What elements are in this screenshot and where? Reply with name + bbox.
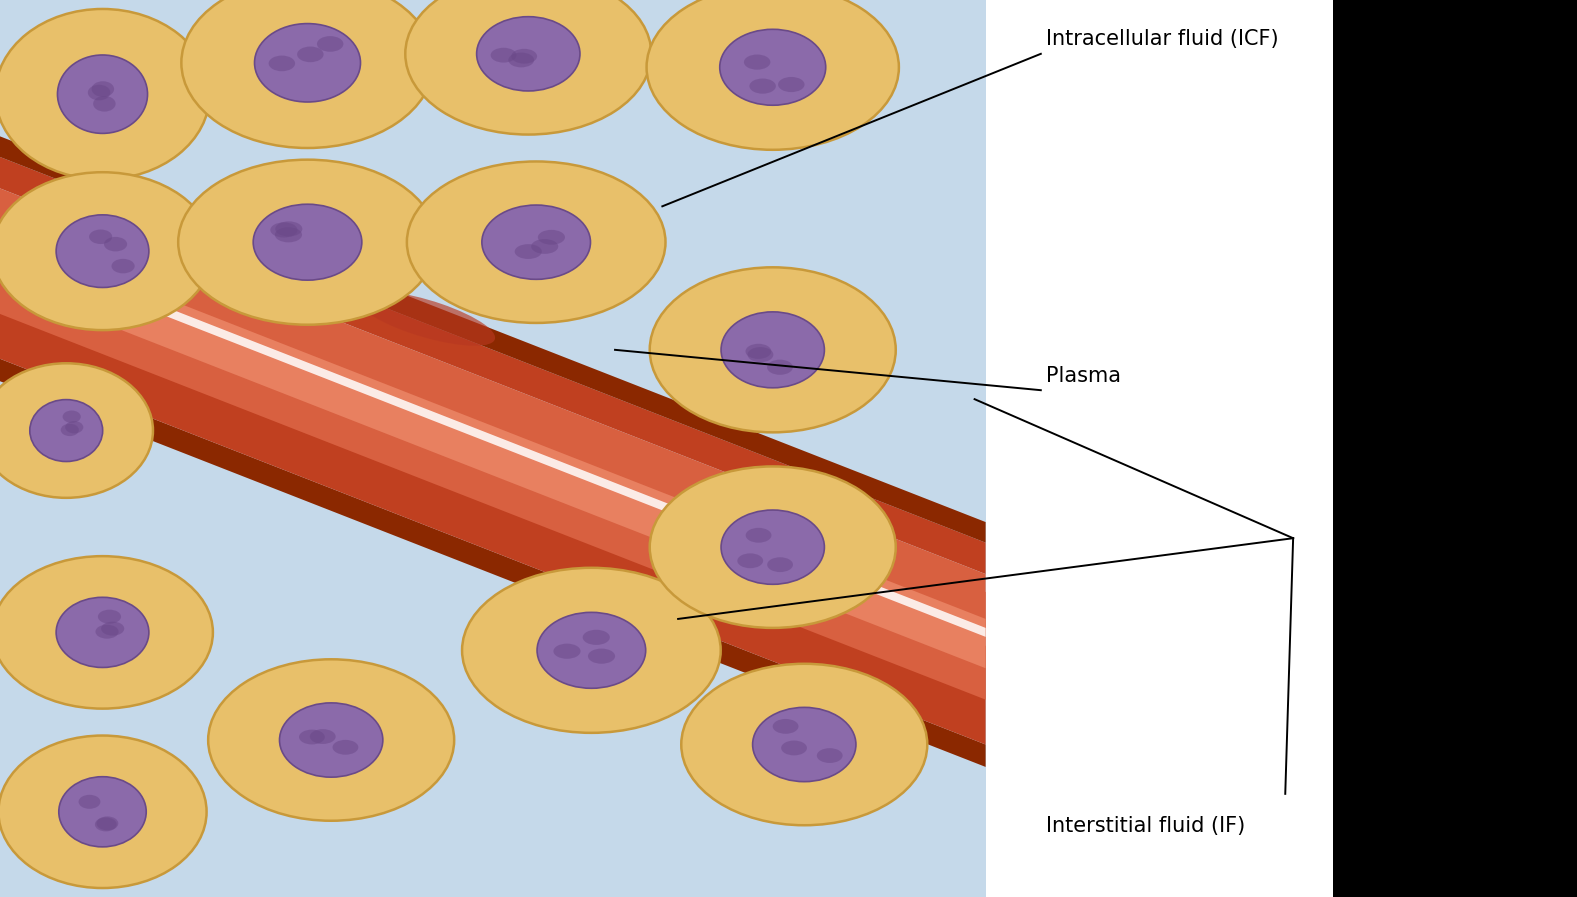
Ellipse shape bbox=[88, 84, 110, 100]
Ellipse shape bbox=[95, 817, 117, 832]
Polygon shape bbox=[0, 188, 986, 628]
Ellipse shape bbox=[181, 0, 434, 148]
Ellipse shape bbox=[681, 664, 927, 825]
Polygon shape bbox=[0, 136, 986, 543]
Ellipse shape bbox=[721, 312, 825, 388]
Ellipse shape bbox=[91, 82, 114, 97]
Ellipse shape bbox=[254, 23, 361, 102]
Polygon shape bbox=[0, 260, 986, 745]
Ellipse shape bbox=[531, 239, 558, 254]
Ellipse shape bbox=[483, 205, 590, 279]
Ellipse shape bbox=[300, 729, 325, 745]
Ellipse shape bbox=[98, 610, 121, 623]
Ellipse shape bbox=[746, 527, 771, 543]
Ellipse shape bbox=[746, 344, 771, 359]
Polygon shape bbox=[0, 206, 986, 700]
Ellipse shape bbox=[538, 613, 645, 688]
Ellipse shape bbox=[588, 649, 615, 664]
Ellipse shape bbox=[93, 96, 115, 111]
Polygon shape bbox=[0, 233, 986, 668]
Ellipse shape bbox=[647, 0, 899, 150]
Ellipse shape bbox=[738, 553, 763, 568]
Ellipse shape bbox=[0, 172, 213, 330]
Ellipse shape bbox=[650, 267, 896, 432]
Ellipse shape bbox=[407, 161, 665, 323]
Ellipse shape bbox=[554, 644, 580, 658]
Ellipse shape bbox=[766, 360, 793, 375]
Ellipse shape bbox=[721, 510, 825, 584]
Ellipse shape bbox=[0, 556, 213, 709]
Ellipse shape bbox=[514, 244, 542, 259]
Ellipse shape bbox=[0, 736, 207, 888]
Ellipse shape bbox=[112, 259, 134, 274]
Ellipse shape bbox=[719, 30, 826, 105]
Ellipse shape bbox=[749, 79, 776, 93]
Bar bbox=[0, 0, 986, 897]
Ellipse shape bbox=[747, 347, 773, 362]
Ellipse shape bbox=[65, 421, 84, 433]
Bar bbox=[1333, 0, 1577, 897]
Ellipse shape bbox=[279, 703, 383, 777]
Ellipse shape bbox=[254, 205, 361, 280]
Ellipse shape bbox=[650, 466, 896, 628]
Ellipse shape bbox=[476, 17, 580, 91]
Ellipse shape bbox=[58, 777, 147, 847]
Ellipse shape bbox=[101, 622, 125, 636]
Ellipse shape bbox=[208, 659, 454, 821]
Ellipse shape bbox=[57, 55, 148, 134]
Ellipse shape bbox=[104, 237, 128, 251]
Ellipse shape bbox=[88, 230, 112, 244]
Ellipse shape bbox=[511, 48, 538, 64]
Ellipse shape bbox=[744, 55, 771, 70]
Ellipse shape bbox=[79, 795, 101, 809]
Ellipse shape bbox=[462, 568, 721, 733]
Ellipse shape bbox=[508, 53, 535, 67]
Ellipse shape bbox=[0, 363, 153, 498]
Ellipse shape bbox=[57, 597, 148, 667]
Bar bbox=[986, 0, 1333, 897]
Ellipse shape bbox=[817, 748, 842, 763]
Ellipse shape bbox=[270, 222, 298, 238]
Ellipse shape bbox=[766, 557, 793, 572]
Polygon shape bbox=[0, 157, 986, 574]
Ellipse shape bbox=[30, 400, 103, 462]
Ellipse shape bbox=[96, 816, 118, 831]
Ellipse shape bbox=[752, 708, 856, 781]
Ellipse shape bbox=[309, 729, 336, 744]
Ellipse shape bbox=[582, 630, 610, 645]
Ellipse shape bbox=[296, 47, 323, 62]
Ellipse shape bbox=[777, 77, 804, 92]
Ellipse shape bbox=[60, 423, 79, 436]
Ellipse shape bbox=[274, 227, 303, 242]
Ellipse shape bbox=[490, 48, 516, 63]
Ellipse shape bbox=[63, 411, 80, 422]
Ellipse shape bbox=[276, 222, 303, 237]
Ellipse shape bbox=[0, 9, 210, 179]
Text: Plasma: Plasma bbox=[1046, 366, 1121, 386]
Ellipse shape bbox=[178, 160, 437, 325]
Text: Intracellular fluid (ICF): Intracellular fluid (ICF) bbox=[1046, 30, 1279, 49]
Ellipse shape bbox=[356, 292, 495, 345]
Ellipse shape bbox=[538, 230, 565, 245]
Text: Interstitial fluid (IF): Interstitial fluid (IF) bbox=[1046, 816, 1244, 836]
Ellipse shape bbox=[317, 36, 344, 52]
Ellipse shape bbox=[781, 741, 807, 755]
Ellipse shape bbox=[96, 624, 118, 639]
Polygon shape bbox=[0, 242, 986, 637]
Ellipse shape bbox=[333, 740, 358, 754]
Ellipse shape bbox=[405, 0, 651, 135]
Ellipse shape bbox=[268, 56, 295, 71]
Ellipse shape bbox=[57, 215, 148, 287]
Polygon shape bbox=[0, 359, 986, 767]
Ellipse shape bbox=[773, 719, 798, 734]
